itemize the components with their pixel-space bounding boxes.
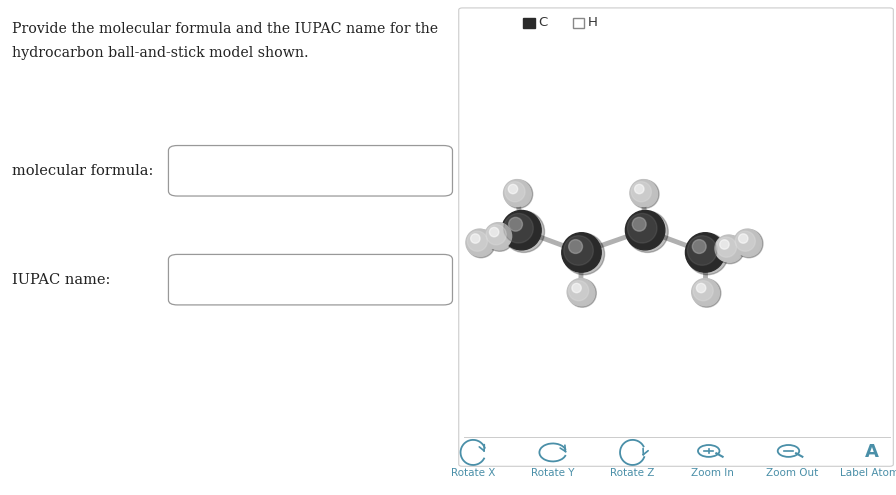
- Text: Provide the molecular formula and the IUPAC name for the: Provide the molecular formula and the IU…: [12, 22, 438, 36]
- Ellipse shape: [735, 231, 755, 251]
- Text: Label Atoms: Label Atoms: [840, 468, 896, 478]
- Ellipse shape: [735, 230, 763, 258]
- Ellipse shape: [692, 279, 719, 305]
- Ellipse shape: [567, 279, 594, 305]
- Ellipse shape: [509, 217, 522, 231]
- Ellipse shape: [508, 184, 518, 194]
- Ellipse shape: [630, 180, 657, 206]
- Ellipse shape: [693, 279, 721, 307]
- Ellipse shape: [504, 180, 530, 206]
- Text: H: H: [588, 16, 598, 29]
- Text: Zoom In: Zoom In: [691, 468, 734, 478]
- Ellipse shape: [468, 231, 487, 251]
- Ellipse shape: [568, 279, 597, 307]
- Ellipse shape: [467, 230, 495, 258]
- Ellipse shape: [738, 234, 748, 243]
- Ellipse shape: [572, 283, 582, 293]
- Ellipse shape: [487, 225, 506, 245]
- Ellipse shape: [734, 229, 761, 256]
- Ellipse shape: [504, 213, 533, 243]
- Ellipse shape: [466, 229, 493, 256]
- Text: Rotate Z: Rotate Z: [610, 468, 655, 478]
- Ellipse shape: [627, 213, 657, 243]
- Ellipse shape: [631, 180, 659, 208]
- Text: molecular formula:: molecular formula:: [12, 164, 153, 178]
- Ellipse shape: [485, 223, 512, 249]
- Ellipse shape: [562, 233, 601, 272]
- Text: Rotate Y: Rotate Y: [531, 468, 574, 478]
- Text: A: A: [865, 444, 879, 461]
- Ellipse shape: [625, 210, 665, 250]
- FancyBboxPatch shape: [168, 146, 452, 196]
- Text: IUPAC name:: IUPAC name:: [12, 273, 110, 287]
- Bar: [523, 18, 535, 28]
- Ellipse shape: [489, 227, 499, 237]
- Ellipse shape: [470, 234, 480, 243]
- Ellipse shape: [505, 182, 525, 202]
- Ellipse shape: [694, 281, 713, 301]
- FancyBboxPatch shape: [459, 8, 893, 466]
- Ellipse shape: [716, 236, 745, 264]
- Ellipse shape: [631, 182, 651, 202]
- Ellipse shape: [716, 237, 737, 257]
- Ellipse shape: [504, 180, 533, 208]
- Text: C: C: [538, 16, 547, 29]
- Ellipse shape: [627, 211, 668, 252]
- Ellipse shape: [504, 211, 545, 252]
- Text: hydrocarbon ball-and-stick model shown.: hydrocarbon ball-and-stick model shown.: [12, 46, 308, 59]
- Ellipse shape: [687, 233, 728, 275]
- Ellipse shape: [685, 233, 725, 272]
- Ellipse shape: [696, 283, 706, 293]
- Text: Rotate X: Rotate X: [451, 468, 495, 478]
- Ellipse shape: [633, 217, 646, 231]
- Ellipse shape: [693, 240, 706, 253]
- Ellipse shape: [715, 235, 742, 262]
- Ellipse shape: [569, 281, 589, 301]
- Bar: [573, 18, 584, 28]
- Ellipse shape: [634, 184, 644, 194]
- Text: Zoom Out: Zoom Out: [766, 468, 818, 478]
- Ellipse shape: [687, 236, 717, 265]
- Ellipse shape: [564, 233, 605, 275]
- FancyBboxPatch shape: [168, 254, 452, 305]
- Ellipse shape: [564, 236, 593, 265]
- Ellipse shape: [569, 240, 582, 253]
- Ellipse shape: [719, 240, 729, 249]
- Ellipse shape: [502, 210, 541, 250]
- Ellipse shape: [486, 223, 514, 251]
